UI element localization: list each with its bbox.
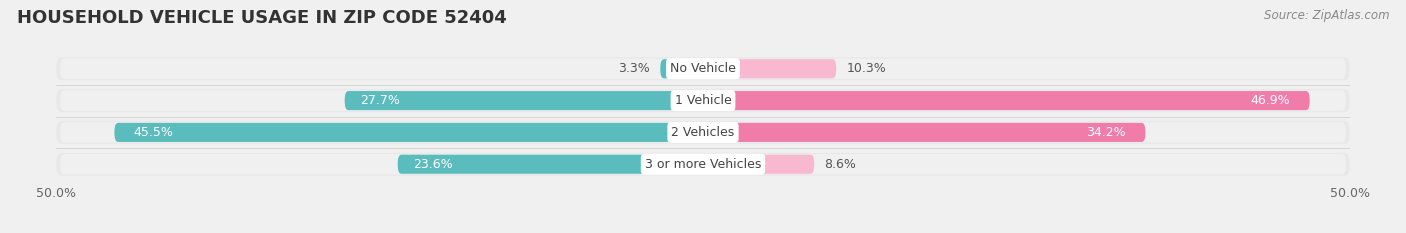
FancyBboxPatch shape xyxy=(703,91,1309,110)
Text: Source: ZipAtlas.com: Source: ZipAtlas.com xyxy=(1264,9,1389,22)
Text: No Vehicle: No Vehicle xyxy=(671,62,735,75)
Text: 23.6%: 23.6% xyxy=(413,158,453,171)
FancyBboxPatch shape xyxy=(703,155,814,174)
Text: HOUSEHOLD VEHICLE USAGE IN ZIP CODE 52404: HOUSEHOLD VEHICLE USAGE IN ZIP CODE 5240… xyxy=(17,9,506,27)
FancyBboxPatch shape xyxy=(703,123,1146,142)
Text: 27.7%: 27.7% xyxy=(360,94,401,107)
FancyBboxPatch shape xyxy=(703,59,837,78)
FancyBboxPatch shape xyxy=(56,57,1350,80)
Text: 1 Vehicle: 1 Vehicle xyxy=(675,94,731,107)
FancyBboxPatch shape xyxy=(60,154,1346,175)
FancyBboxPatch shape xyxy=(60,58,1346,79)
Text: 45.5%: 45.5% xyxy=(134,126,174,139)
FancyBboxPatch shape xyxy=(344,91,703,110)
FancyBboxPatch shape xyxy=(56,153,1350,176)
FancyBboxPatch shape xyxy=(60,122,1346,143)
Text: 34.2%: 34.2% xyxy=(1087,126,1126,139)
Text: 3.3%: 3.3% xyxy=(619,62,650,75)
Text: 2 Vehicles: 2 Vehicles xyxy=(672,126,734,139)
Text: 46.9%: 46.9% xyxy=(1250,94,1291,107)
FancyBboxPatch shape xyxy=(661,59,703,78)
Text: 8.6%: 8.6% xyxy=(824,158,856,171)
Text: 10.3%: 10.3% xyxy=(846,62,886,75)
Text: 3 or more Vehicles: 3 or more Vehicles xyxy=(645,158,761,171)
FancyBboxPatch shape xyxy=(60,90,1346,111)
FancyBboxPatch shape xyxy=(56,89,1350,112)
FancyBboxPatch shape xyxy=(56,121,1350,144)
FancyBboxPatch shape xyxy=(398,155,703,174)
FancyBboxPatch shape xyxy=(114,123,703,142)
